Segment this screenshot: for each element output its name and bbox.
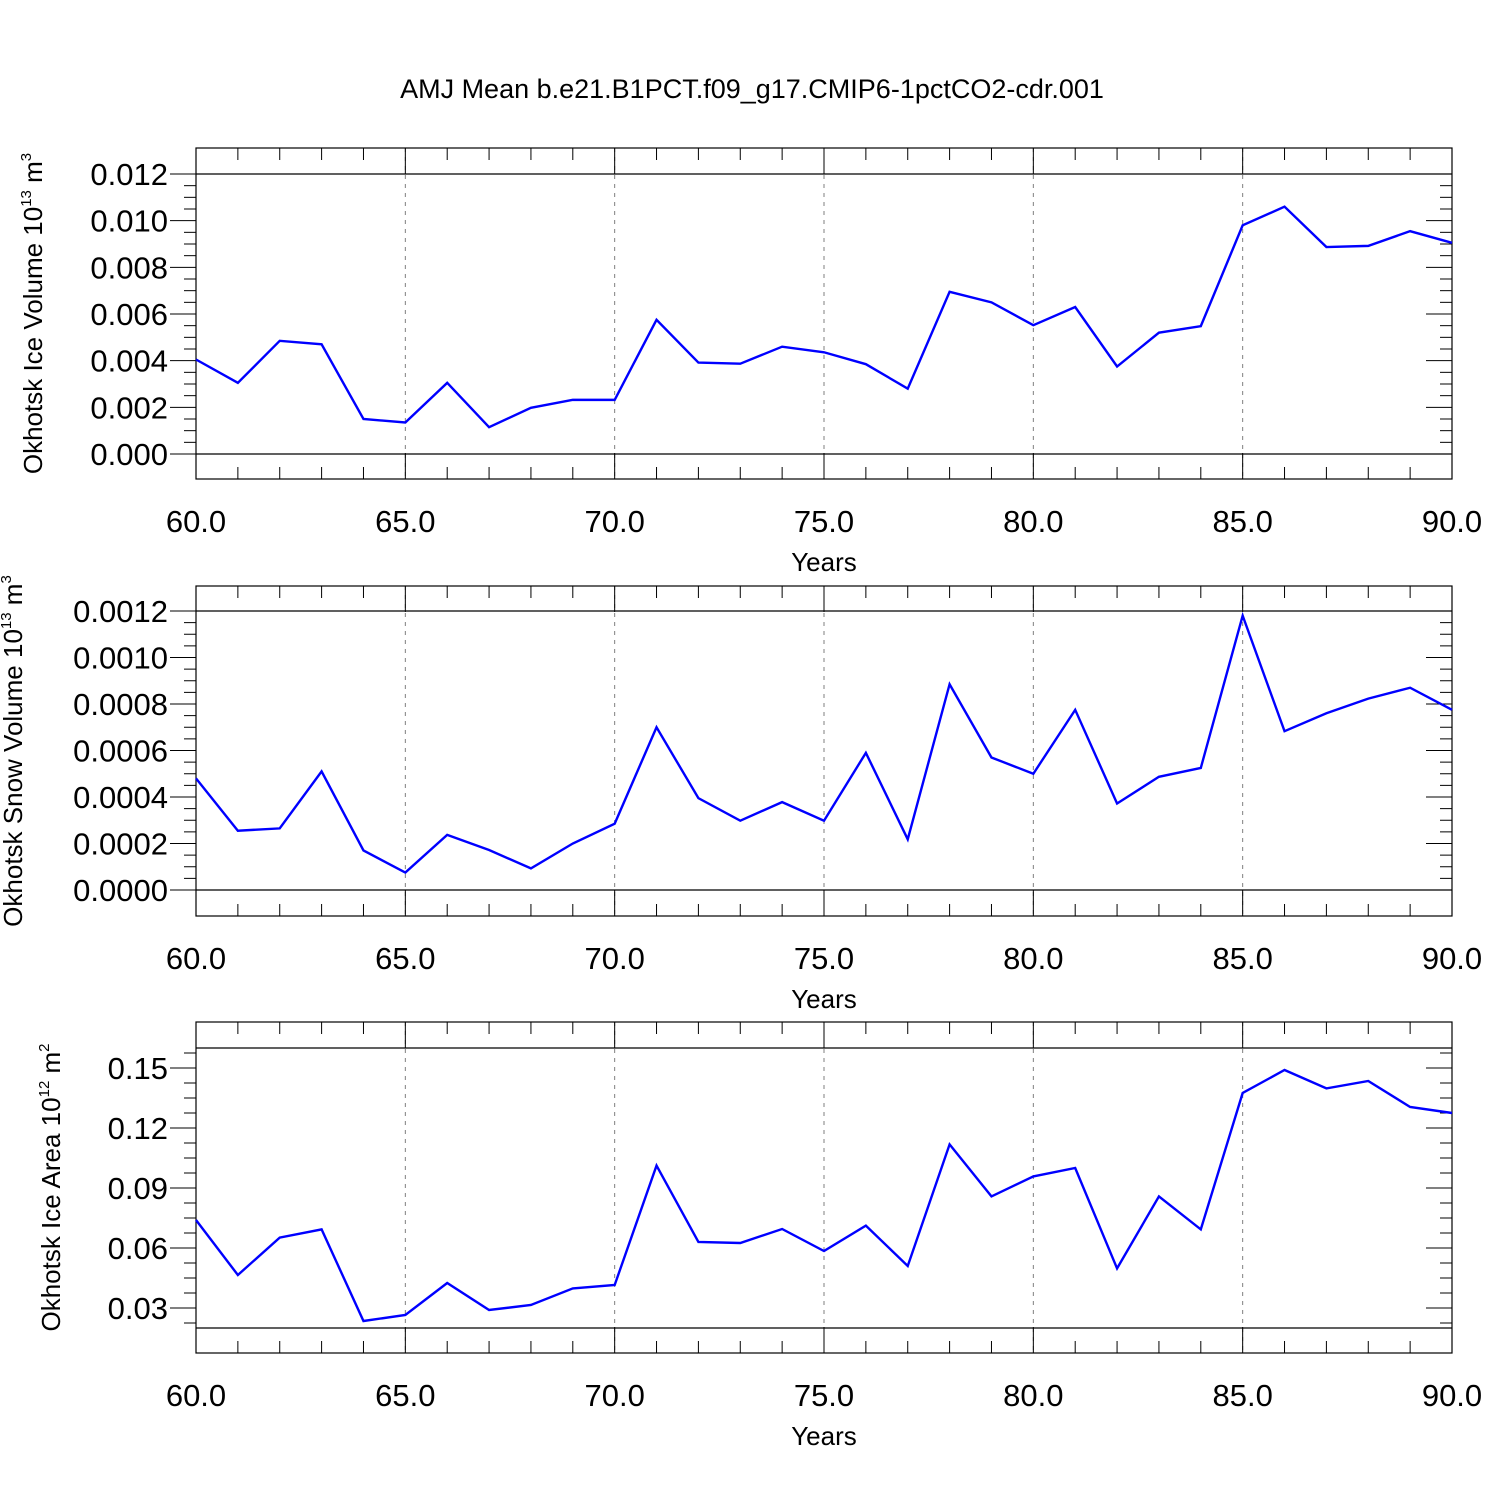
series-line [195, 205, 1453, 429]
y-tick-label: 0.010 [90, 204, 168, 239]
x-tick-label: 90.0 [1422, 504, 1482, 539]
x-tick-label: 60.0 [166, 504, 226, 539]
y-axis-label: Okhotsk Ice Area 1012 m2 [36, 1043, 66, 1331]
y-tick-label: 0.0012 [73, 594, 168, 629]
x-tick-label: 70.0 [584, 504, 644, 539]
y-tick-label: 0.012 [90, 157, 168, 192]
y-tick-label: 0.008 [90, 250, 168, 285]
y-tick-label: 0.0002 [73, 827, 168, 862]
y-tick-label: 0.000 [90, 437, 168, 472]
x-tick-label: 85.0 [1212, 504, 1272, 539]
y-axis-label: Okhotsk Snow Volume 1013 m3 [0, 575, 28, 927]
x-tick-label: 85.0 [1212, 941, 1272, 976]
x-tick-label: 75.0 [794, 504, 854, 539]
y-tick-label: 0.03 [108, 1291, 168, 1326]
x-tick-label: 65.0 [375, 1378, 435, 1413]
y-tick-label: 0.06 [108, 1231, 168, 1266]
y-tick-label: 0.0004 [73, 780, 168, 815]
x-tick-label: 65.0 [375, 504, 435, 539]
y-tick-label: 0.006 [90, 297, 168, 332]
y-tick-label: 0.004 [90, 344, 168, 379]
panel-2: 60.0 65.0 70.0 75.0 80.0 85.0 90.0 0.0000 0.0002… [0, 575, 1482, 1014]
x-tick-label: 65.0 [375, 941, 435, 976]
y-tick-label: 0.0010 [73, 641, 168, 676]
x-tick-label: 80.0 [1003, 1378, 1063, 1413]
y-tick-label: 0.15 [108, 1051, 168, 1086]
panels: 60.0 65.0 70.0 75.0 80.0 85.0 90.0 0.000 0.002 0.… [0, 147, 1482, 1451]
x-tick-label: 80.0 [1003, 504, 1063, 539]
panel-3: 60.0 65.0 70.0 75.0 80.0 85.0 90.0 0.03 0.06 0.09… [36, 1021, 1482, 1451]
y-tick-label: 0.002 [90, 390, 168, 425]
y-tick-label: 0.0006 [73, 734, 168, 769]
x-axis-label: Years [791, 547, 857, 577]
y-tick-label: 0.0008 [73, 687, 168, 722]
x-tick-label: 70.0 [584, 1378, 644, 1413]
x-tick-label: 90.0 [1422, 1378, 1482, 1413]
y-tick-label: 0.12 [108, 1111, 168, 1146]
x-tick-label: 75.0 [794, 1378, 854, 1413]
x-axis-label: Years [791, 1421, 857, 1451]
x-tick-label: 60.0 [166, 941, 226, 976]
y-tick-label: 0.0000 [73, 873, 168, 908]
x-tick-label: 70.0 [584, 941, 644, 976]
chart-title: AMJ Mean b.e21.B1PCT.f09_g17.CMIP6-1pctC… [400, 74, 1104, 104]
x-tick-label: 80.0 [1003, 941, 1063, 976]
y-axis-label: Okhotsk Ice Volume 1013 m3 [18, 153, 48, 474]
x-axis-label: Years [791, 984, 857, 1014]
x-tick-label: 85.0 [1212, 1378, 1272, 1413]
series-line [195, 1068, 1453, 1323]
series-line [195, 611, 1453, 875]
x-tick-label: 90.0 [1422, 941, 1482, 976]
panel-1: 60.0 65.0 70.0 75.0 80.0 85.0 90.0 0.000 0.002 0.… [18, 147, 1482, 577]
x-tick-label: 60.0 [166, 1378, 226, 1413]
x-tick-label: 75.0 [794, 941, 854, 976]
y-tick-label: 0.09 [108, 1171, 168, 1206]
